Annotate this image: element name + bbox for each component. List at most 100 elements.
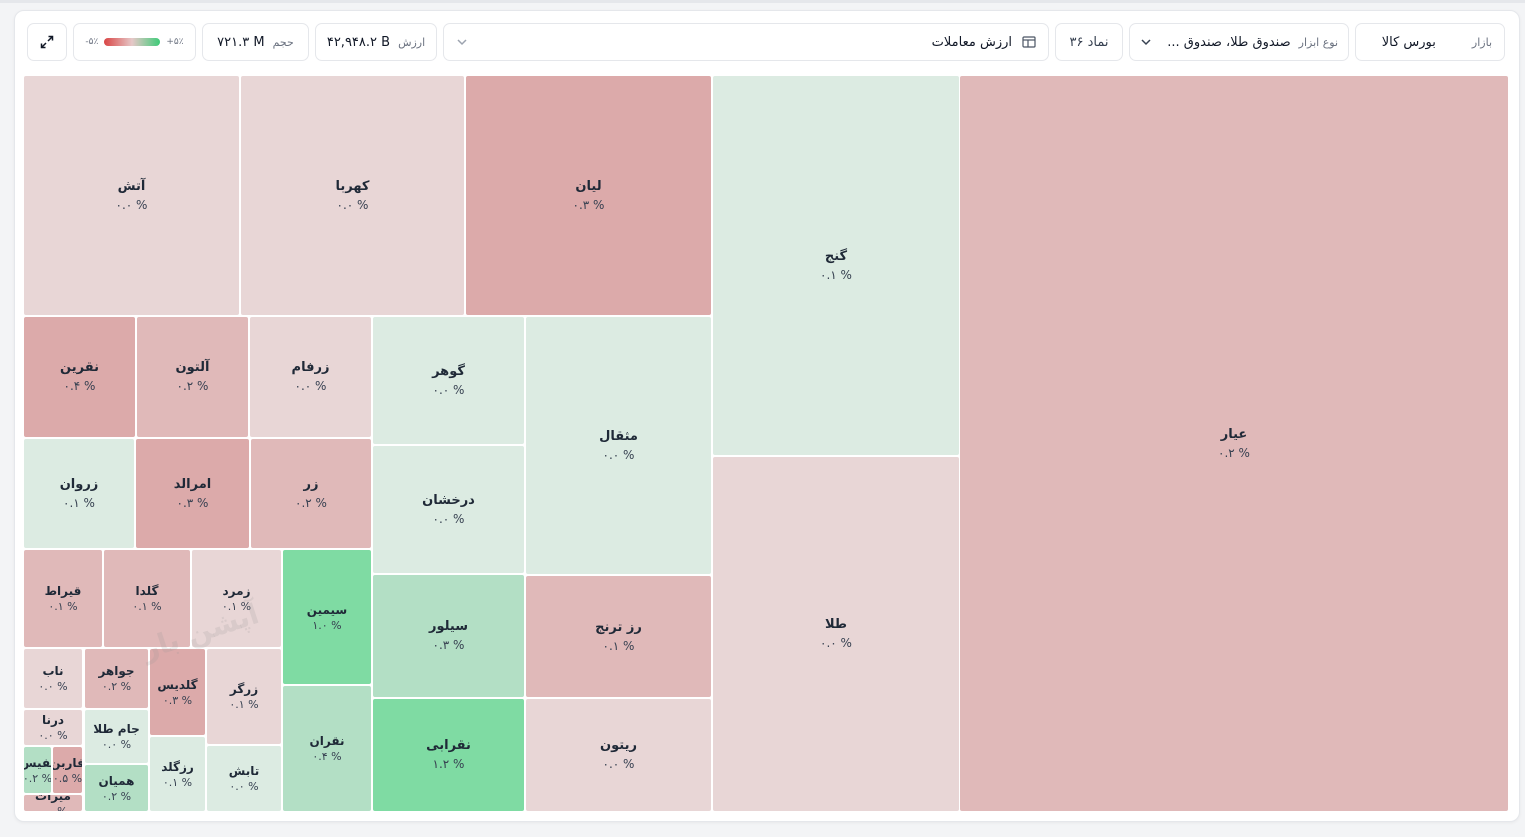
tile-symbol: درخشان (422, 492, 475, 508)
tile-change: ۰.۴ % (63, 379, 96, 393)
tile-change: ۰.۳ % (176, 495, 209, 510)
chevron-down-icon (1140, 36, 1152, 48)
tile-change: ۰.۲ % (295, 495, 327, 510)
instrument-select[interactable]: نوع ابزار صندوق طلا، صندوق ... (1129, 23, 1349, 61)
tile-change: ۰.۲ % (24, 771, 51, 785)
tile-symbol: عیار (1220, 426, 1248, 442)
tile-change: ۰.۰ % (101, 738, 132, 751)
tile-symbol: ریتون (600, 738, 637, 753)
top-border (0, 0, 1525, 3)
treemap-tile[interactable]: زروان ۰.۱ % (24, 439, 134, 548)
treemap-tile[interactable]: عیار ۰.۲ % (960, 76, 1508, 811)
tile-change: ۰.۵ % (53, 771, 82, 785)
treemap-tile[interactable]: لیان ۰.۳ % (466, 76, 711, 315)
chevron-down-icon (456, 36, 468, 48)
tile-symbol: زروان (59, 476, 99, 492)
legend-gradient (104, 38, 161, 46)
tile-change: ۰.۰ % (432, 511, 465, 526)
treemap-tile[interactable]: میراث ۰.۰ % (24, 795, 82, 811)
value-stat: ارزش ۴۲,۹۴۸.۲ B (315, 23, 437, 61)
instrument-label: نوع ابزار (1298, 35, 1338, 49)
tile-symbol: گنج (824, 248, 848, 264)
tile-change: ۰.۱ % (221, 600, 252, 613)
treemap-tile[interactable]: زر ۰.۲ % (251, 439, 371, 548)
market-select[interactable]: بازار بورس کالا (1355, 23, 1505, 61)
treemap-tile[interactable]: کهربا ۰.۰ % (241, 76, 464, 315)
treemap-tile[interactable]: زمرد ۰.۱ % (192, 550, 281, 647)
tile-change: ۰.۳ % (432, 638, 465, 652)
tile-change: ۰.۳ % (572, 197, 605, 212)
treemap-tile[interactable]: جام طلا ۰.۰ % (85, 710, 148, 763)
market-label: بازار (1471, 35, 1492, 49)
tile-change: ۰.۳ % (162, 693, 193, 707)
tile-symbol: جواهر (98, 664, 135, 678)
treemap-tile[interactable]: رز ترنج ۰.۱ % (526, 576, 711, 697)
treemap-tile[interactable]: نفیس۰.۲ % (24, 747, 51, 793)
tile-symbol: ناب (42, 664, 64, 678)
tile-change: ۰.۱ % (132, 600, 162, 613)
tile-change: ۰.۰ % (820, 636, 852, 650)
tile-symbol: زر (303, 476, 319, 492)
tile-symbol: فاربن (53, 755, 82, 770)
tile-change: ۰.۰ % (38, 680, 68, 693)
treemap-tile[interactable]: درخشان ۰.۰ % (373, 446, 524, 573)
tile-change: ۱.۰ % (312, 618, 342, 632)
treemap-tile[interactable]: درنا ۰.۰ % (24, 710, 82, 745)
tile-change: ۰.۱ % (229, 698, 259, 711)
treemap-tile[interactable]: گنج ۰.۱ % (713, 76, 959, 455)
treemap-tile[interactable]: گلدیس ۰.۳ % (150, 649, 205, 735)
treemap-tile[interactable]: سیمین ۱.۰ % (283, 550, 371, 684)
treemap-tile[interactable]: ناب ۰.۰ % (24, 649, 82, 708)
tile-symbol: سیلور (428, 619, 469, 634)
treemap-tile[interactable]: نقرین ۰.۴ % (24, 317, 135, 437)
tile-symbol: کهربا (335, 178, 370, 194)
tile-change: ۰.۰ % (602, 757, 635, 771)
treemap-tile[interactable]: فاربن۰.۵ % (53, 747, 82, 793)
treemap-tile[interactable]: نقران ۰.۴ % (283, 686, 371, 811)
treemap-tile[interactable]: جواهر ۰.۲ % (85, 649, 148, 708)
market-value: بورس کالا (1381, 34, 1436, 50)
toolbar: بازار بورس کالا نوع ابزار صندوق طلا، صند… (0, 0, 1525, 70)
expand-button[interactable] (27, 23, 67, 61)
treemap-tile[interactable]: زرفام ۰.۰ % (250, 317, 371, 437)
metric-select[interactable]: ارزش معاملات (443, 23, 1049, 61)
tile-change: ۰.۰ % (229, 780, 259, 793)
treemap-tile[interactable]: تابش ۰.۰ % (207, 746, 281, 811)
treemap-tile[interactable]: ریتون ۰.۰ % (526, 699, 711, 811)
treemap-tile[interactable]: رزگلد ۰.۱ % (150, 737, 205, 811)
tile-symbol: گلدیس (157, 677, 198, 692)
value-amount: ۴۲,۹۴۸.۲ B (326, 34, 391, 50)
tile-symbol: آلتون (175, 360, 210, 375)
tile-symbol: درنا (41, 713, 65, 727)
treemap-tile[interactable]: نقرابی ۱.۲ % (373, 699, 524, 811)
treemap-tile[interactable]: طلا ۰.۰ % (713, 457, 959, 811)
tile-change: ۰.۱ % (162, 775, 193, 789)
treemap-tile[interactable]: امرالد ۰.۳ % (136, 439, 249, 548)
tile-change: ۰.۲ % (176, 379, 209, 393)
treemap-tile[interactable]: زرگر ۰.۱ % (207, 649, 281, 744)
tile-change: ۰.۱ % (820, 267, 852, 282)
tile-symbol: رز ترنج (595, 619, 642, 635)
volume-amount: ۷۲۱.۳ M (217, 34, 265, 50)
tile-change: ۰.۰ % (38, 729, 68, 742)
treemap-tile[interactable]: آلتون ۰.۲ % (137, 317, 248, 437)
volume-stat: حجم ۷۲۱.۳ M (202, 23, 309, 61)
treemap-tile[interactable]: قیراط ۰.۱ % (24, 550, 102, 647)
tile-symbol: جام طلا (93, 722, 140, 736)
tile-change: ۰.۰ % (38, 804, 68, 812)
treemap-tile[interactable]: گوهر ۰.۰ % (373, 317, 524, 444)
tile-symbol: زرفام (291, 360, 330, 375)
tile-symbol: نقران (309, 734, 345, 748)
treemap-tile[interactable]: آتش ۰.۰ % (24, 76, 239, 315)
tile-symbol: میراث (35, 795, 71, 803)
treemap-tile[interactable]: مثقال ۰.۰ % (526, 317, 711, 574)
tile-symbol: تابش (228, 764, 260, 778)
tile-symbol: آتش (117, 178, 146, 194)
treemap-tile[interactable]: گلدا ۰.۱ % (104, 550, 190, 647)
legend-max: +۵٪ (166, 37, 184, 47)
tile-symbol: همیان (98, 773, 135, 788)
layout-icon (1022, 35, 1036, 49)
treemap-tile[interactable]: همیان ۰.۲ % (85, 765, 148, 811)
treemap-tile[interactable]: سیلور ۰.۳ % (373, 575, 524, 697)
tile-symbol: گوهر (432, 363, 465, 379)
